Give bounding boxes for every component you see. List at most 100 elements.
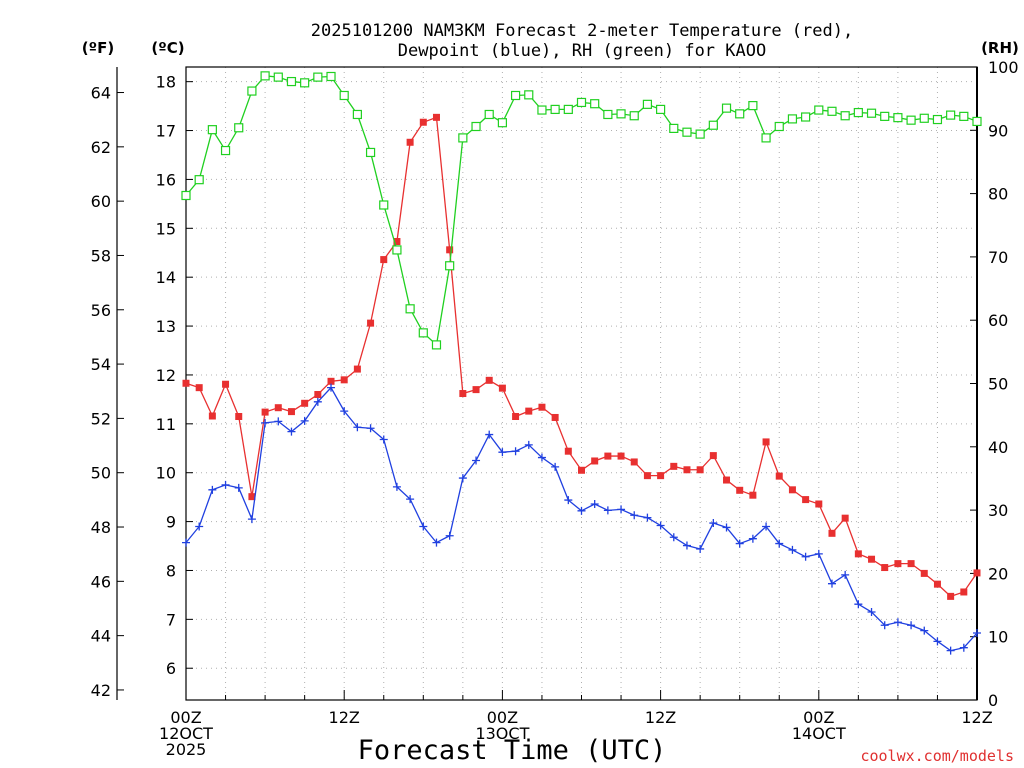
rh-tick-label: 50 (988, 375, 1008, 394)
temperature-point (828, 529, 836, 537)
rh-point (445, 261, 455, 271)
temperature-point (301, 399, 309, 407)
temperature-point (920, 569, 928, 577)
temperature-point (340, 376, 348, 384)
rh-tick-label: 90 (988, 121, 1008, 140)
rh-point (194, 175, 204, 185)
rh-point (866, 108, 877, 118)
dewpoint-point (920, 626, 929, 635)
celsius-tick-label: 11 (156, 415, 176, 434)
dewpoint-point (907, 621, 916, 630)
rh-point (840, 111, 850, 121)
rh-point (524, 90, 534, 100)
dewpoint-point (880, 621, 889, 630)
dewpoint-point (300, 416, 309, 425)
series-temperature (182, 113, 981, 600)
dewpoint-point (814, 549, 823, 558)
dewpoint-point (788, 545, 797, 554)
dewpoint-point (775, 539, 784, 548)
temperature-point (512, 412, 520, 420)
celsius-tick-label: 10 (156, 464, 176, 483)
rh-point (484, 109, 494, 120)
rh-point (880, 111, 890, 121)
rh-point (392, 245, 402, 255)
celsius-tick-label: 7 (166, 610, 176, 629)
rh-tick-label: 100 (988, 58, 1019, 77)
rh-point (260, 71, 270, 81)
dewpoint-point (564, 496, 573, 505)
dewpoint-point (709, 519, 718, 528)
fahrenheit-tick-label: 54 (91, 355, 111, 374)
temperature-point (353, 365, 361, 373)
temperature-point (749, 491, 757, 499)
temperature-point (723, 476, 731, 484)
fahrenheit-tick-label: 46 (91, 572, 111, 591)
temperature-point (643, 472, 651, 480)
temperature-point (327, 377, 335, 385)
rh-tick-label: 10 (988, 628, 1008, 647)
dewpoint-point (973, 629, 981, 638)
rh-point (893, 113, 903, 123)
rh-tick-label: 0 (988, 691, 998, 710)
celsius-axis-unit: (ºC) (151, 39, 184, 57)
rh-point (708, 120, 718, 130)
dewpoint-point (366, 424, 375, 433)
x-tick-label: 12Z (961, 708, 992, 727)
temperature-point (564, 447, 572, 455)
rh-point (550, 104, 560, 115)
temperature-point (630, 458, 638, 466)
dewpoint-point (946, 646, 955, 655)
tick-labels: 42 44 46 48 50 52 54 56 58 60 62 64 6 7 8 9 10 11 12 13 14 15… (91, 58, 1019, 759)
temperature-point (287, 408, 295, 416)
rh-point (379, 200, 389, 210)
temperature-point (182, 379, 190, 387)
rh-point (352, 109, 362, 120)
dewpoint-point (801, 552, 810, 561)
rh-point (405, 304, 415, 314)
temperature-point (446, 246, 454, 254)
temperature-point (393, 238, 401, 246)
celsius-tick-label: 8 (166, 561, 176, 580)
temperature-point (380, 256, 388, 264)
temperature-point (551, 413, 559, 421)
celsius-tick-label: 14 (156, 268, 176, 287)
celsius-tick-label: 17 (156, 122, 176, 141)
fahrenheit-tick-label: 64 (91, 84, 111, 103)
rh-tick-label: 70 (988, 248, 1008, 267)
x-tick-label: 13OCT (475, 724, 529, 743)
temperature-point (248, 493, 256, 501)
rh-point (326, 71, 336, 82)
temperature-point (604, 452, 612, 460)
fahrenheit-tick-label: 50 (91, 464, 111, 483)
rh-point (181, 190, 191, 201)
fahrenheit-tick-label: 62 (91, 138, 111, 157)
celsius-tick-label: 18 (156, 73, 176, 92)
rh-tick-label: 20 (988, 564, 1008, 583)
celsius-tick-label: 6 (166, 659, 176, 678)
rh-point (669, 123, 679, 134)
temperature-point (868, 555, 876, 563)
rh-point (339, 90, 349, 101)
rh-point (959, 111, 969, 121)
rh-point (946, 110, 956, 120)
temperature-point (973, 569, 981, 577)
rh-point (300, 78, 310, 88)
temperature-point (314, 390, 322, 398)
rh-point (735, 109, 745, 119)
temperature-point (736, 486, 744, 494)
gridlines (186, 67, 977, 700)
dewpoint-point (762, 522, 771, 531)
rh-point (906, 115, 916, 125)
rh-point (761, 133, 771, 143)
dewpoint-point (234, 483, 243, 492)
dewpoint-point (498, 448, 507, 457)
rh-point (471, 121, 481, 132)
temperature-point (696, 466, 704, 474)
temperature-line (185, 116, 978, 598)
x-tick-label: 12OCT (159, 724, 213, 743)
rh-point (365, 147, 376, 158)
dewpoint-point (669, 533, 678, 542)
temperature-point (762, 438, 770, 446)
rh-point (576, 97, 587, 108)
celsius-tick-label: 13 (156, 317, 176, 336)
